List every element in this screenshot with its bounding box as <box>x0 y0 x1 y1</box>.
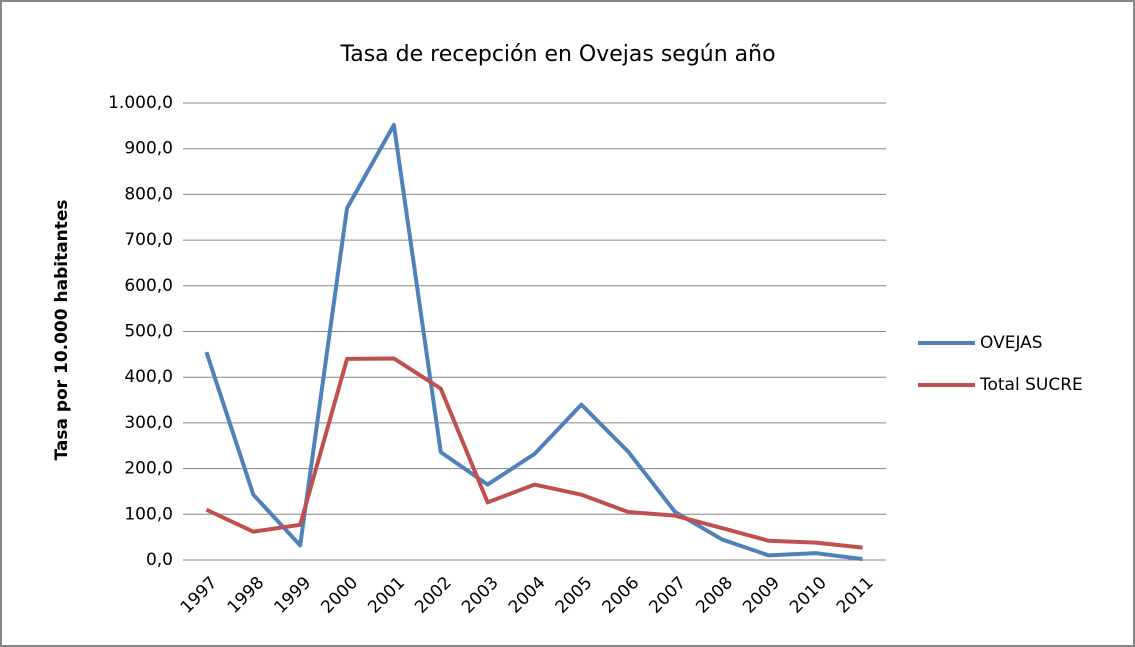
y-tick-label: 900,0 <box>124 139 173 159</box>
y-tick-label: 1.000,0 <box>108 93 173 113</box>
y-axis-label: Tasa por 10.000 habitantes <box>52 199 72 460</box>
y-tick-label: 300,0 <box>124 413 173 433</box>
legend-label: Total SUCRE <box>979 375 1083 395</box>
legend-label: OVEJAS <box>980 333 1043 353</box>
y-tick-label: 600,0 <box>124 276 173 296</box>
y-tick-label: 0,0 <box>146 550 173 570</box>
y-tick-label: 100,0 <box>124 504 173 524</box>
y-tick-label: 200,0 <box>124 459 173 479</box>
chart-title: Tasa de recepción en Ovejas según año <box>339 42 775 67</box>
y-tick-label: 400,0 <box>124 367 173 387</box>
y-tick-label: 700,0 <box>124 230 173 250</box>
series-line <box>204 122 863 562</box>
y-tick-label: 800,0 <box>124 184 173 204</box>
series-line <box>205 356 863 550</box>
y-tick-label: 500,0 <box>124 322 173 342</box>
